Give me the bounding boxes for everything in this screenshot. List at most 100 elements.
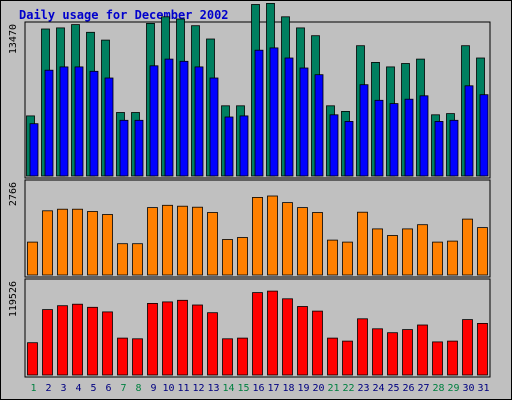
bar-panel2-series1-day-11 [177,205,188,276]
panel-2-ymax-label: 2766 [8,182,19,206]
x-tick-label-day-2: 2 [45,383,51,394]
bar-panel1-series2-day-3 [59,66,69,177]
bar-panel3-series1-day-22 [342,340,353,376]
x-tick-label-day-31: 31 [477,383,489,394]
x-tick-label-day-14: 14 [222,383,234,394]
bar-panel3-series1-day-18 [282,298,293,376]
x-tick-label-day-23: 23 [357,383,369,394]
bar-panel1-series2-day-13 [209,77,219,177]
bar-panel1-series2-day-2 [44,69,54,177]
x-tick-label-day-30: 30 [462,383,474,394]
bar-panel1-series2-day-25 [389,103,399,177]
x-tick-label-day-24: 24 [372,383,384,394]
x-tick-label-day-25: 25 [387,383,399,394]
bar-panel2-series1-day-14 [222,239,233,276]
bar-panel3-series1-day-14 [222,338,233,376]
bar-panel1-series2-day-30 [464,85,474,177]
x-tick-label-day-17: 17 [267,383,279,394]
bar-panel1-series2-day-20 [314,74,324,177]
bar-panel3-series1-day-21 [327,337,338,376]
bar-panel3-series1-day-26 [402,329,413,376]
x-tick-label-day-4: 4 [75,383,81,394]
bar-panel1-series2-day-9 [149,65,159,177]
bar-panel1-series2-day-14 [224,116,234,177]
x-tick-label-day-16: 16 [252,383,264,394]
bar-panel2-series1-day-16 [252,196,263,276]
bar-panel2-series1-day-31 [477,227,488,276]
bar-panel2-series1-day-18 [282,202,293,276]
bar-panel2-series1-day-7 [117,243,128,276]
x-tick-label-day-1: 1 [30,383,36,394]
bar-panel2-series1-day-20 [312,212,323,276]
panel-3-ymax-label: 119526 [8,281,19,317]
bar-panel1-series2-day-21 [329,114,339,177]
bar-panel1-series2-day-12 [194,66,204,177]
bar-panel1-series2-day-18 [284,57,294,177]
bar-panel2-series1-day-22 [342,241,353,276]
bar-panel3-series1-day-29 [447,340,458,376]
bar-panel1-series2-day-7 [119,119,129,177]
x-tick-label-day-29: 29 [447,383,459,394]
bar-panel2-series1-day-13 [207,212,218,276]
bar-panel2-series1-day-10 [162,204,173,276]
bar-panel1-series2-day-11 [179,60,189,177]
bar-panel3-series1-day-30 [462,319,473,376]
bar-panel2-series1-day-23 [357,211,368,276]
bar-panel2-series1-day-21 [327,239,338,276]
bar-panel2-series1-day-28 [432,241,443,276]
panel-1-ymax-label: 13470 [8,24,19,54]
x-tick-label-day-11: 11 [177,383,189,394]
x-tick-label-day-22: 22 [342,383,354,394]
bar-panel3-series1-day-23 [357,318,368,376]
x-tick-label-day-3: 3 [60,383,66,394]
bar-panel3-series1-day-4 [72,303,83,376]
bar-panel1-series2-day-5 [89,70,99,177]
bar-panel3-series1-day-19 [297,306,308,376]
x-tick-label-day-19: 19 [297,383,309,394]
bar-panel3-series1-day-15 [237,337,248,376]
bar-panel2-series1-day-6 [102,214,113,276]
x-tick-label-day-15: 15 [237,383,249,394]
x-tick-label-day-28: 28 [432,383,444,394]
bar-panel3-series1-day-13 [207,312,218,376]
bar-panel3-series1-day-27 [417,324,428,376]
bar-panel3-series1-day-6 [102,311,113,376]
bar-panel1-series2-day-17 [269,47,279,177]
bar-panel2-series1-day-3 [57,208,68,276]
x-tick-label-day-8: 8 [135,383,141,394]
bar-panel3-series1-day-1 [27,342,38,376]
x-tick-label-day-12: 12 [192,383,204,394]
bar-panel3-series1-day-3 [57,305,68,376]
bar-panel2-series1-day-30 [462,218,473,276]
bar-panel3-series1-day-10 [162,301,173,376]
x-tick-label-day-21: 21 [327,383,339,394]
bar-panel3-series1-day-11 [177,299,188,376]
bar-panel1-series2-day-26 [404,98,414,177]
x-tick-label-day-26: 26 [402,383,414,394]
bar-panel3-series1-day-9 [147,302,158,376]
bar-panel3-series1-day-12 [192,304,203,376]
bar-panel2-series1-day-2 [42,210,53,276]
x-tick-label-day-6: 6 [105,383,111,394]
bar-panel2-series1-day-12 [192,206,203,276]
bar-panel3-series1-day-2 [42,309,53,376]
x-tick-label-day-9: 9 [150,383,156,394]
bar-panel2-series1-day-5 [87,211,98,276]
bar-panel2-series1-day-27 [417,224,428,276]
x-tick-label-day-20: 20 [312,383,324,394]
x-tick-label-day-10: 10 [162,383,174,394]
bar-panel2-series1-day-24 [372,228,383,276]
x-tick-label-day-7: 7 [120,383,126,394]
bar-panel1-series2-day-10 [164,58,174,177]
bar-panel3-series1-day-7 [117,337,128,376]
x-tick-label-day-13: 13 [207,383,219,394]
bar-panel1-series2-day-23 [359,84,369,177]
bar-panel2-series1-day-19 [297,207,308,276]
bar-panel2-series1-day-26 [402,228,413,276]
x-tick-label-day-27: 27 [417,383,429,394]
bar-panel3-series1-day-31 [477,322,488,376]
bar-panel1-series2-day-4 [74,66,84,177]
bar-panel1-series2-day-1 [29,123,39,177]
bar-panel2-series1-day-1 [27,241,38,276]
